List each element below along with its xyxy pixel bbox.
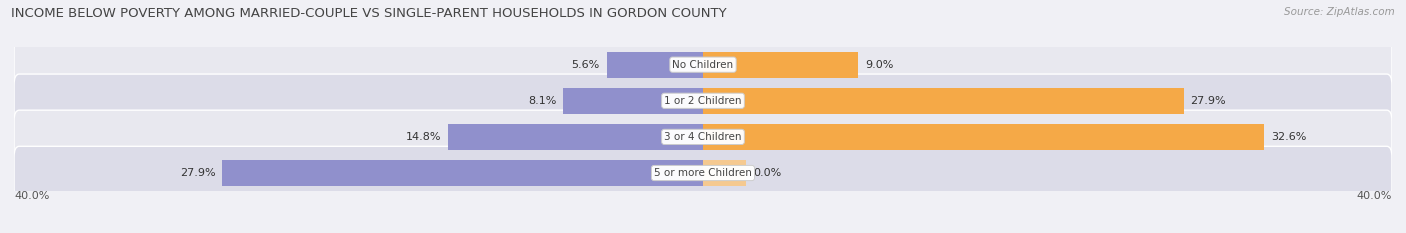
Text: No Children: No Children (672, 60, 734, 70)
Text: 14.8%: 14.8% (406, 132, 441, 142)
Bar (564, 88, 703, 114)
Text: 8.1%: 8.1% (529, 96, 557, 106)
FancyBboxPatch shape (14, 146, 1392, 200)
Bar (703, 160, 747, 186)
FancyBboxPatch shape (14, 110, 1392, 164)
Text: 9.0%: 9.0% (865, 60, 893, 70)
Text: Source: ZipAtlas.com: Source: ZipAtlas.com (1284, 7, 1395, 17)
FancyBboxPatch shape (14, 38, 1392, 91)
Text: 40.0%: 40.0% (14, 191, 49, 201)
Text: INCOME BELOW POVERTY AMONG MARRIED-COUPLE VS SINGLE-PARENT HOUSEHOLDS IN GORDON : INCOME BELOW POVERTY AMONG MARRIED-COUPL… (11, 7, 727, 20)
Bar (449, 124, 703, 150)
Text: 0.0%: 0.0% (754, 168, 782, 178)
Text: 5 or more Children: 5 or more Children (654, 168, 752, 178)
Text: 40.0%: 40.0% (1357, 191, 1392, 201)
Text: 27.9%: 27.9% (1191, 96, 1226, 106)
Bar (703, 124, 1264, 150)
Bar (606, 52, 703, 78)
Text: 5.6%: 5.6% (571, 60, 599, 70)
Bar (703, 52, 858, 78)
FancyBboxPatch shape (14, 74, 1392, 127)
Bar (703, 88, 1184, 114)
Text: 1 or 2 Children: 1 or 2 Children (664, 96, 742, 106)
Text: 3 or 4 Children: 3 or 4 Children (664, 132, 742, 142)
Bar (222, 160, 703, 186)
Text: 32.6%: 32.6% (1271, 132, 1306, 142)
Text: 27.9%: 27.9% (180, 168, 215, 178)
